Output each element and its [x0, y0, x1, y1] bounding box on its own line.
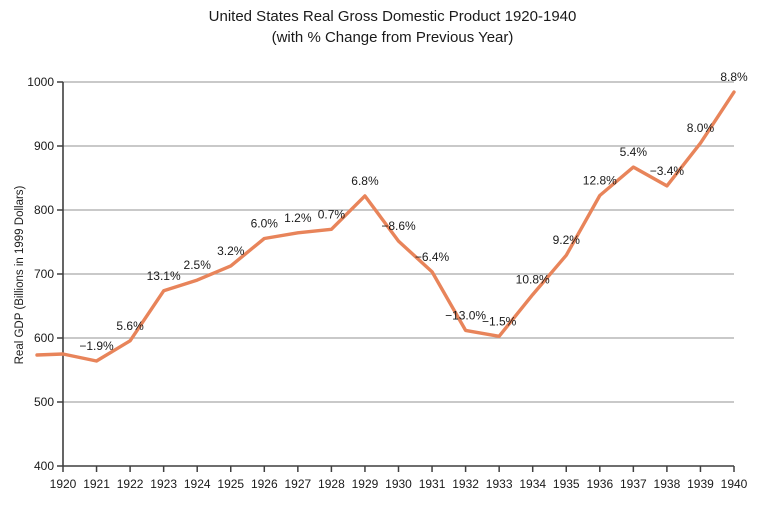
- x-tick-label: 1939: [687, 477, 714, 491]
- y-tick-label: 400: [34, 459, 54, 473]
- y-tick-label: 600: [34, 331, 54, 345]
- pct-change-label: 6.8%: [351, 174, 379, 188]
- y-tick-label: 800: [34, 203, 54, 217]
- x-tick-label: 1926: [251, 477, 278, 491]
- y-tick-label: 900: [34, 139, 54, 153]
- pct-change-label: 12.8%: [583, 174, 617, 188]
- pct-change-label: 8.8%: [720, 70, 748, 84]
- x-tick-label: 1932: [452, 477, 479, 491]
- x-tick-label: 1930: [385, 477, 412, 491]
- y-tick-label: 1000: [27, 75, 54, 89]
- pct-change-label: −6.4%: [415, 250, 450, 264]
- pct-change-label: −8.6%: [381, 219, 416, 233]
- x-tick-label: 1938: [654, 477, 681, 491]
- pct-change-label: 3.2%: [217, 244, 245, 258]
- x-tick-label: 1920: [50, 477, 77, 491]
- chart-subtitle: (with % Change from Previous Year): [271, 29, 514, 46]
- pct-change-label: −13.0%: [445, 308, 486, 322]
- y-tick-label: 500: [34, 395, 54, 409]
- gdp-line-series: [35, 90, 736, 363]
- pct-change-label: 9.2%: [553, 233, 581, 247]
- x-tick-label: 1931: [419, 477, 446, 491]
- x-tick-label: 1923: [150, 477, 177, 491]
- pct-change-label: −1.5%: [482, 314, 517, 328]
- x-tick-label: 1933: [486, 477, 513, 491]
- pct-change-label: 5.4%: [620, 145, 648, 159]
- chart-title: United States Real Gross Domestic Produc…: [208, 8, 577, 25]
- pct-change-label: −1.9%: [79, 339, 114, 353]
- pct-change-label: 1.2%: [284, 211, 312, 225]
- pct-change-label: 0.7%: [318, 207, 346, 221]
- x-tick-label: 1922: [117, 477, 144, 491]
- x-tick-label: 1936: [586, 477, 613, 491]
- pct-change-label: 6.0%: [251, 217, 279, 231]
- x-tick-label: 1929: [352, 477, 379, 491]
- x-tick-label: 1924: [184, 477, 211, 491]
- x-tick-label: 1927: [284, 477, 311, 491]
- pct-change-label: −3.4%: [650, 164, 685, 178]
- x-tick-label: 1935: [553, 477, 580, 491]
- pct-change-label: 2.5%: [184, 258, 212, 272]
- x-tick-label: 1934: [519, 477, 546, 491]
- pct-change-label: 10.8%: [516, 273, 550, 287]
- y-tick-label: 700: [34, 267, 54, 281]
- x-tick-label: 1921: [83, 477, 110, 491]
- pct-change-label: 8.0%: [687, 121, 715, 135]
- x-tick-label: 1937: [620, 477, 647, 491]
- pct-change-label: 13.1%: [147, 269, 181, 283]
- x-tick-label: 1940: [721, 477, 748, 491]
- pct-change-label: 5.6%: [116, 319, 144, 333]
- x-tick-label: 1928: [318, 477, 345, 491]
- x-tick-label: 1925: [217, 477, 244, 491]
